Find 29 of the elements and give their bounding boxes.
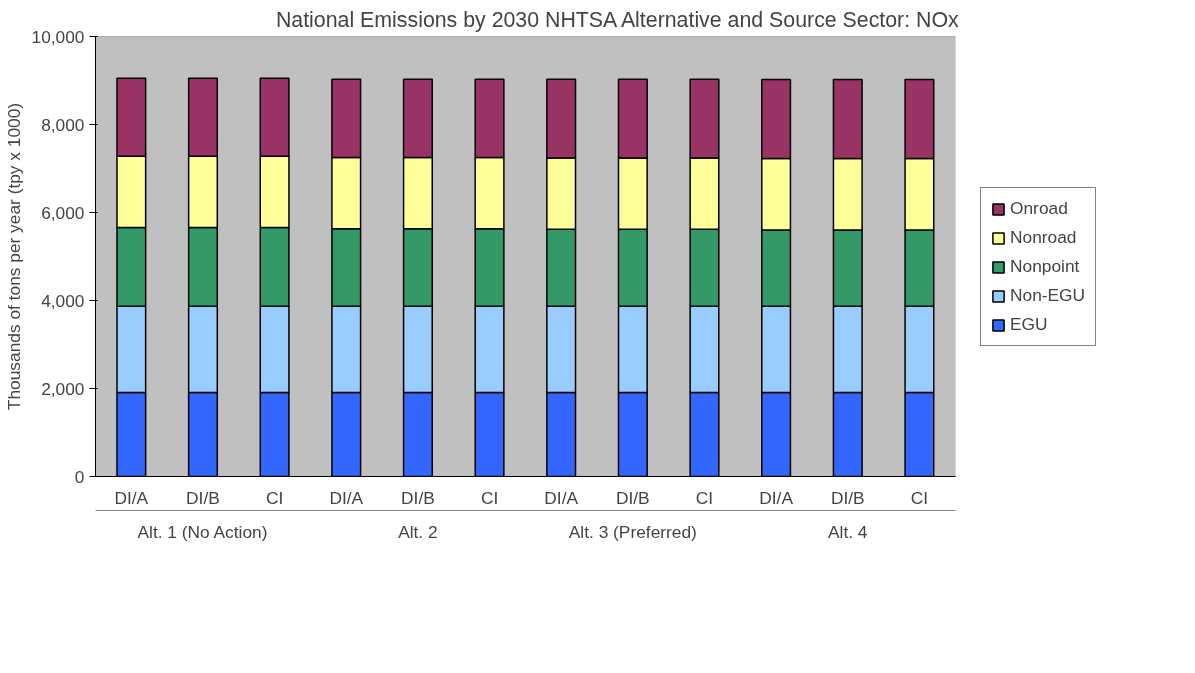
y-tick-label: 4,000: [41, 290, 85, 311]
x-tick-label: CI: [910, 487, 929, 508]
y-axis-title: Thousands of tons per year (tpy x 1000): [3, 102, 24, 411]
x-tick-label: DI/B: [830, 487, 865, 508]
y-tick-label: 6,000: [41, 202, 85, 223]
y-tick-label: 0: [74, 466, 85, 487]
text: Alt. 3 (Preferred): [568, 521, 697, 542]
x-tick-label: DI/A: [329, 487, 364, 508]
x-tick-label: DI/B: [401, 487, 435, 508]
x-tick-label: DI/B: [615, 487, 650, 508]
x-tick-label: CI: [480, 487, 499, 508]
y-tick-label: 2,000: [41, 378, 85, 399]
text: Alt. 1 (No Action): [137, 521, 268, 542]
x-tick-label: DI/A: [544, 487, 579, 508]
x-tick-label: CI: [695, 487, 714, 508]
y-tick-label: 8,000: [41, 114, 85, 135]
text: Alt. 2: [398, 521, 438, 542]
legend-label: Non-EGU: [1010, 285, 1086, 306]
legend-label: Nonroad: [1010, 227, 1077, 248]
x-tick-label: DI/B: [186, 487, 220, 508]
y-tick-label: 10,000: [31, 26, 85, 47]
text: Alt. 4: [828, 521, 868, 542]
chart-title: National Emissions by 2030 NHTSA Alternative and Source Sector: NOx: [275, 7, 960, 32]
x-tick-label: CI: [265, 487, 284, 508]
x-tick-label: DI/A: [114, 487, 149, 508]
legend-label: EGU: [1010, 314, 1048, 335]
legend-label: Nonpoint: [1010, 256, 1080, 277]
x-tick-label: DI/A: [759, 487, 794, 508]
legend-label: Onroad: [1010, 198, 1068, 219]
